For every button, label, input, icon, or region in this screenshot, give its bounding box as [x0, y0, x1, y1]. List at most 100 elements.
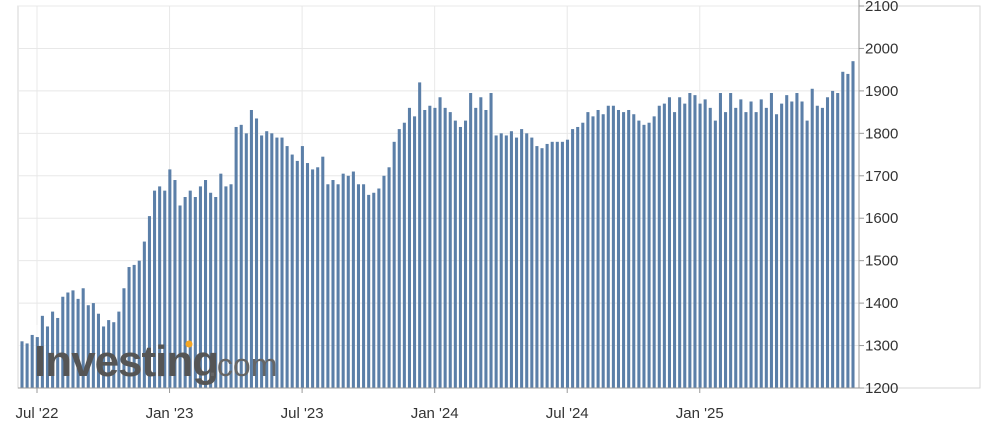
bar — [433, 107, 437, 389]
bar — [418, 82, 422, 389]
bar — [112, 322, 116, 388]
bar — [713, 120, 717, 388]
bar — [820, 107, 824, 389]
bar — [810, 88, 814, 389]
bar — [479, 97, 483, 388]
logo-dot-icon — [185, 340, 193, 348]
y-tick-label: 1900 — [865, 83, 898, 100]
bar — [326, 184, 330, 388]
bar — [780, 103, 784, 389]
bar — [316, 167, 320, 388]
x-tick-label: Jul '22 — [16, 405, 59, 422]
bar — [198, 186, 202, 388]
bar — [407, 107, 411, 389]
bar — [565, 139, 570, 388]
bar — [331, 180, 335, 388]
bar — [601, 114, 605, 388]
x-tick-label: Jul '24 — [546, 405, 589, 422]
y-tick-label: 1300 — [865, 338, 898, 355]
bar — [20, 341, 24, 388]
bar — [545, 143, 549, 388]
bar — [438, 97, 442, 388]
bar — [219, 173, 223, 388]
bar — [790, 101, 794, 388]
bar — [265, 131, 269, 388]
bar — [678, 97, 682, 388]
bar — [346, 175, 350, 388]
y-tick-label: 1200 — [865, 380, 898, 397]
bar — [117, 311, 121, 388]
watermark-suffix: .com — [208, 347, 277, 383]
bar — [66, 292, 70, 388]
bar — [132, 264, 136, 388]
y-tick-label: 1800 — [865, 125, 898, 142]
bar — [224, 186, 228, 388]
bar — [193, 197, 197, 388]
bar — [458, 126, 462, 388]
bar — [382, 175, 386, 388]
bar — [734, 107, 738, 389]
bar — [30, 334, 34, 388]
bar — [356, 184, 361, 388]
bar — [520, 129, 524, 388]
bar — [825, 97, 830, 388]
bar — [377, 188, 381, 388]
bar — [504, 135, 508, 388]
bar — [214, 197, 218, 388]
bar — [280, 137, 284, 388]
bar — [239, 124, 243, 388]
bar — [229, 184, 233, 388]
bar — [616, 109, 621, 389]
bar — [627, 109, 631, 389]
bar — [581, 122, 585, 388]
bar — [739, 99, 743, 388]
x-tick-label: Jan '23 — [146, 405, 194, 422]
bar — [754, 112, 758, 389]
bar — [91, 303, 95, 388]
bar — [729, 93, 733, 388]
plot-frame — [17, 5, 981, 389]
bar — [81, 288, 85, 388]
bar — [591, 116, 595, 389]
bar — [204, 180, 208, 388]
bar — [698, 103, 702, 389]
bar — [494, 135, 498, 388]
bar — [759, 99, 763, 388]
bar — [703, 99, 707, 388]
bar — [285, 146, 289, 388]
y-tick-label: 1400 — [865, 295, 898, 312]
bar — [535, 146, 539, 388]
bar — [290, 154, 294, 388]
bar — [509, 131, 513, 388]
bar — [351, 171, 355, 388]
bar — [127, 267, 131, 388]
bar-series — [20, 61, 855, 389]
bar — [530, 137, 534, 388]
bar — [45, 326, 50, 388]
bar — [489, 93, 493, 388]
bar — [642, 124, 646, 388]
bar — [667, 97, 671, 388]
bar — [571, 129, 575, 388]
bar — [71, 290, 75, 388]
bar — [209, 192, 213, 388]
bar — [662, 103, 666, 389]
bar — [397, 129, 401, 388]
bar — [464, 120, 468, 388]
x-tick-label: Jan '24 — [411, 405, 459, 422]
bar — [555, 141, 559, 388]
bar — [234, 126, 238, 388]
bar — [147, 216, 151, 388]
bar — [96, 313, 100, 388]
bar — [831, 90, 835, 388]
bar — [392, 141, 396, 388]
bar — [596, 109, 600, 389]
bar — [718, 93, 722, 388]
bar — [499, 133, 503, 388]
bar — [321, 156, 325, 388]
bar — [514, 137, 519, 388]
investing-logo: Investing .com — [34, 337, 277, 386]
x-tick-label: Jan '25 — [676, 405, 724, 422]
bar — [367, 194, 371, 388]
